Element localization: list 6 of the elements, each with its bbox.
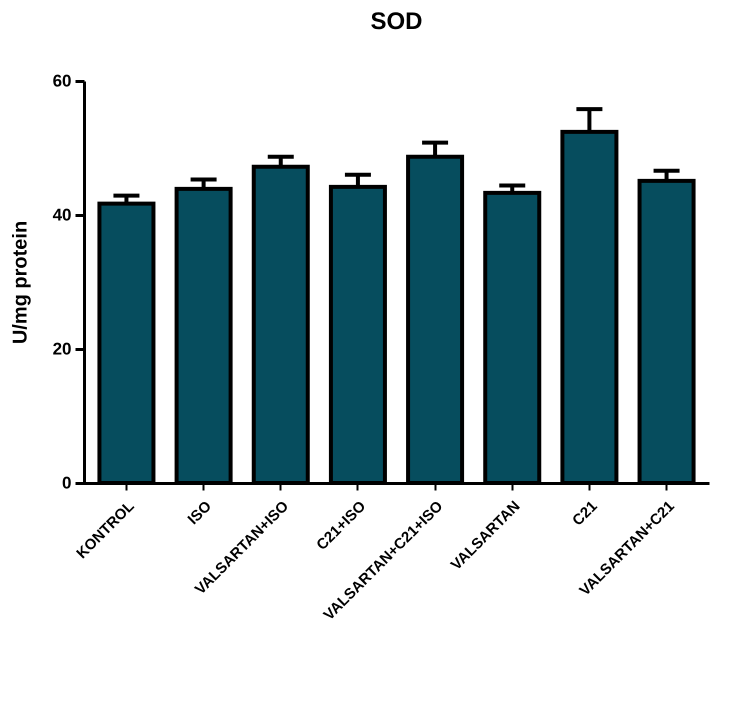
y-tick-label: 40: [52, 206, 72, 224]
y-tick-label: 20: [52, 340, 72, 358]
y-axis-title: U/mg protein: [10, 220, 32, 344]
y-tick-label: 0: [62, 474, 72, 492]
chart-title: SOD: [370, 8, 423, 35]
y-tick-label: 60: [52, 72, 72, 90]
